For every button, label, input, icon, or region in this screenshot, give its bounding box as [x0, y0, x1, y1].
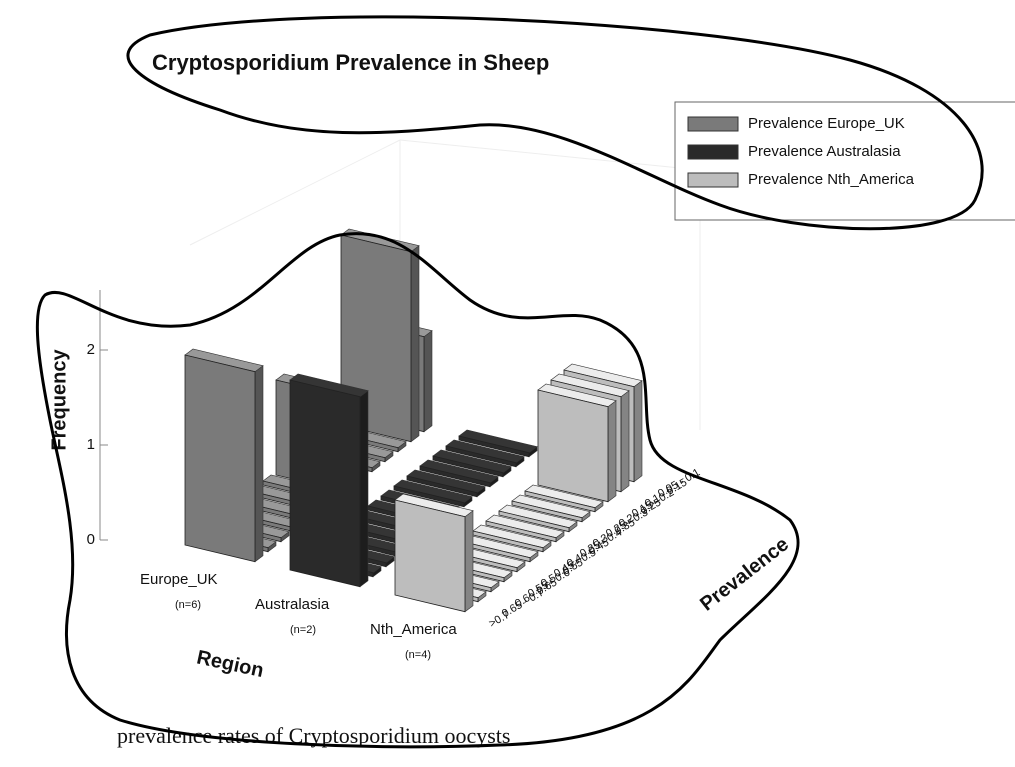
x-tick-label: Europe_UK [140, 571, 218, 588]
bar-side [607, 400, 617, 503]
outline [35, 232, 800, 749]
bar [419, 459, 499, 488]
bar-side [359, 390, 369, 588]
x-tick-label: Australasia [255, 596, 330, 613]
bar [393, 479, 473, 508]
bar [445, 439, 525, 468]
legend-swatch [687, 116, 739, 132]
bar-front [498, 510, 570, 533]
bar-front [419, 465, 491, 488]
bar [537, 383, 617, 503]
bar-front [537, 389, 609, 503]
x-axis-label: Region [195, 646, 266, 682]
bar-front [394, 499, 466, 613]
bar-front [406, 475, 478, 498]
bar-front [445, 445, 517, 468]
bar [289, 373, 369, 588]
bar [432, 449, 512, 478]
bar-front [289, 379, 361, 588]
x-tick-sublabel: (n=2) [290, 624, 316, 636]
bar-front [485, 520, 557, 543]
outline [126, 15, 984, 231]
bar-front [184, 354, 256, 563]
x-tick-sublabel: (n=6) [175, 599, 201, 611]
y-axis-label: Frequency [48, 349, 70, 451]
bar-front [511, 500, 583, 523]
bar-front [458, 435, 530, 458]
y-tick-label: 2 [87, 341, 95, 358]
x-tick-sublabel: (n=4) [405, 649, 431, 661]
legend: Prevalence Europe_UK Prevalence Australas… [687, 115, 915, 188]
depth-axis-label: Prevalence [696, 533, 793, 615]
legend-swatch [687, 172, 739, 188]
bar-side [423, 330, 433, 433]
bar-side [464, 510, 474, 613]
chart-title: Cryptosporidium Prevalence in Sheep [152, 50, 549, 75]
bar-front [432, 455, 504, 478]
bar-side [633, 380, 643, 483]
bar [458, 429, 538, 458]
bar [485, 514, 565, 543]
x-tick-label: Nth_America [370, 621, 457, 638]
bar-front [393, 485, 465, 508]
bar [511, 494, 591, 523]
bar-side [410, 245, 420, 443]
y-tick-label: 1 [87, 436, 95, 453]
bar [524, 484, 604, 513]
bar [406, 469, 486, 498]
legend-swatch [687, 144, 739, 160]
bar [498, 504, 578, 533]
y-tick-label: 0 [87, 531, 95, 548]
plot-area: 0 1 2 Europe_UK (n=6) Australasia (n=2) Nth_Ame… [87, 228, 702, 661]
bar [184, 348, 264, 563]
legend-label: Prevalence Nth_America [748, 171, 915, 188]
bar-side [254, 365, 264, 563]
bar [394, 493, 474, 613]
legend-label: Prevalence Europe_UK [748, 115, 905, 132]
bar-side [620, 390, 630, 493]
bar-front [524, 490, 596, 513]
legend-label: Prevalence Australasia [748, 143, 901, 160]
